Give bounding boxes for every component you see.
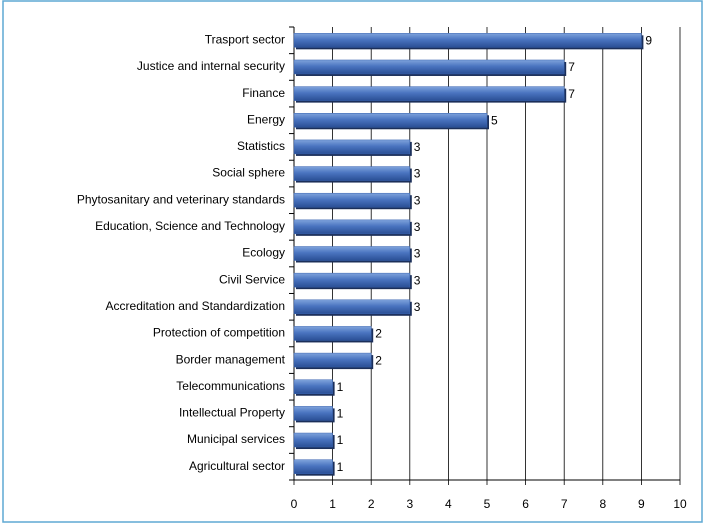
bar [293, 432, 333, 448]
data-label: 3 [414, 247, 421, 261]
data-label: 1 [337, 433, 344, 447]
bar [293, 299, 411, 315]
y-tick-label: Municipal services [187, 432, 285, 446]
data-label: 2 [375, 353, 382, 367]
y-tick-label: Border management [176, 352, 286, 366]
data-label: 3 [414, 300, 421, 314]
x-tick-label: 8 [599, 497, 606, 511]
y-tick-label: Phytosanitary and veterinary standards [77, 192, 285, 206]
bar [293, 219, 411, 235]
x-tick-label: 3 [406, 497, 413, 511]
x-tick-label: 9 [638, 497, 645, 511]
data-label: 5 [491, 113, 498, 127]
data-label: 3 [414, 167, 421, 181]
data-label: 3 [414, 193, 421, 207]
y-tick-label: Energy [247, 112, 285, 126]
y-tick-label: Intellectual Property [179, 406, 285, 420]
x-tick-label: 1 [329, 497, 336, 511]
x-tick-label: 4 [445, 497, 452, 511]
bar [293, 272, 411, 288]
bar [293, 113, 488, 128]
bar [293, 352, 372, 368]
y-tick-label: Ecology [242, 246, 285, 260]
bar [293, 459, 333, 474]
bar [293, 59, 565, 75]
y-tick-label: Trasport sector [205, 32, 285, 46]
bar [293, 139, 411, 155]
y-tick-label: Agricultural sector [189, 459, 285, 473]
y-tick-label: Education, Science and Technology [95, 219, 285, 233]
y-tick-label: Finance [242, 86, 285, 100]
bar [293, 166, 411, 181]
y-tick-label: Statistics [237, 139, 285, 153]
y-tick-label: Social sphere [212, 166, 285, 180]
x-tick-label: 5 [484, 497, 491, 511]
y-tick-label: Civil Service [219, 272, 285, 286]
bar [293, 33, 642, 48]
bar [293, 246, 411, 261]
data-label: 7 [568, 87, 575, 101]
bar [293, 379, 333, 394]
x-tick-label: 2 [368, 497, 375, 511]
y-tick-label: Protection of competition [153, 326, 285, 340]
data-label: 3 [414, 273, 421, 287]
data-label: 3 [414, 140, 421, 154]
bar [293, 192, 411, 208]
data-label: 2 [375, 327, 382, 341]
x-tick-label: 6 [522, 497, 529, 511]
x-tick-label: 10 [673, 497, 687, 511]
data-label: 1 [337, 407, 344, 421]
data-label: 9 [645, 33, 652, 47]
x-tick-label: 7 [561, 497, 568, 511]
data-label: 1 [337, 380, 344, 394]
y-tick-label: Accreditation and Standardization [106, 299, 285, 313]
bar [293, 406, 333, 421]
bar [293, 86, 565, 101]
data-label: 7 [568, 60, 575, 74]
bar [293, 326, 372, 341]
y-tick-label: Justice and internal security [137, 59, 285, 73]
data-label: 3 [414, 220, 421, 234]
x-tick-label: 0 [291, 497, 298, 511]
y-tick-label: Telecommunications [176, 379, 285, 393]
data-label: 1 [337, 460, 344, 474]
